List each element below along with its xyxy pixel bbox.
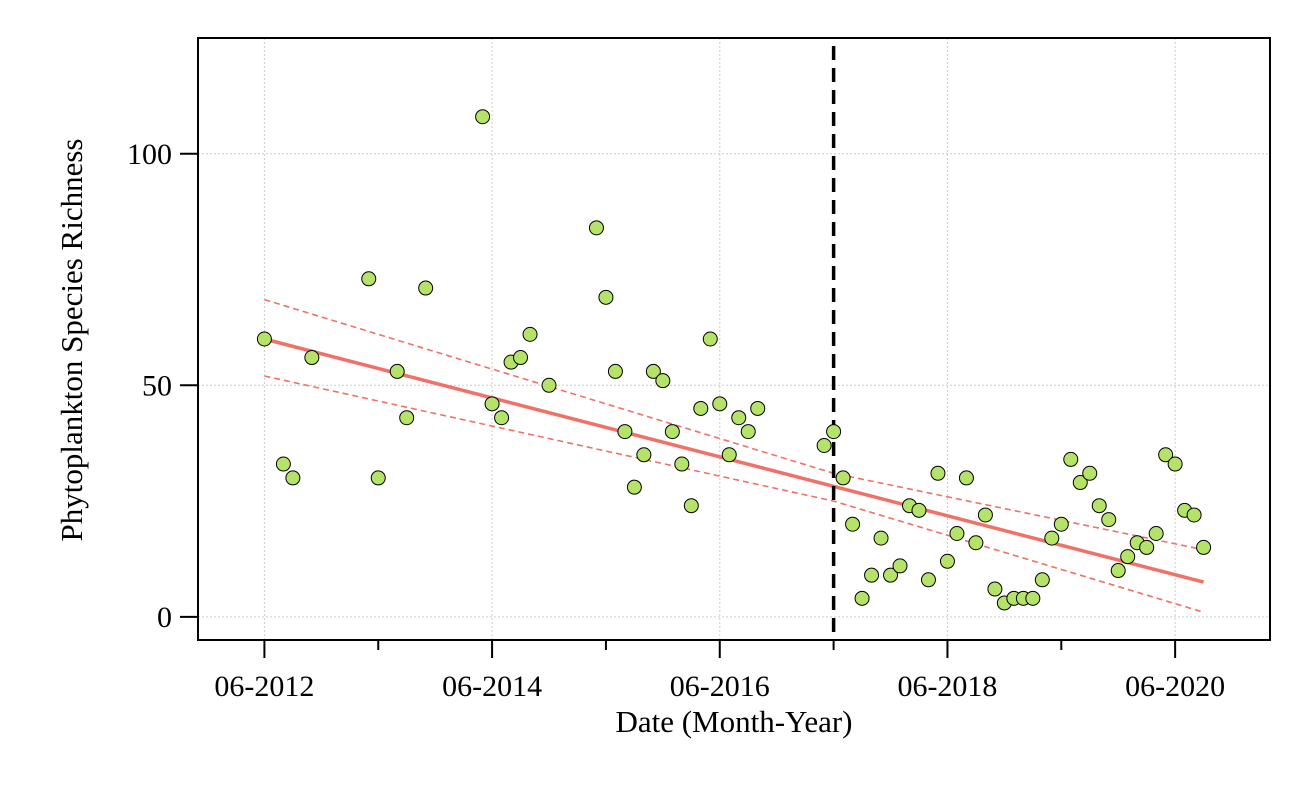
plot-frame xyxy=(197,37,1271,641)
data-point xyxy=(1034,572,1050,588)
data-point xyxy=(617,424,633,440)
data-point xyxy=(418,280,434,296)
data-point xyxy=(1063,451,1079,467)
y-axis-title: Phytoplankton Species Richness xyxy=(54,139,89,542)
data-point xyxy=(864,567,880,583)
x-axis-title: Date (Month-Year) xyxy=(615,704,852,739)
data-point xyxy=(399,410,415,426)
y-tick-label: 50 xyxy=(142,369,172,402)
data-point xyxy=(1167,456,1183,472)
data-point xyxy=(977,507,993,523)
data-point xyxy=(835,470,851,486)
data-points xyxy=(256,109,1212,611)
data-point xyxy=(939,553,955,569)
data-point xyxy=(626,479,642,495)
data-point xyxy=(949,525,965,541)
data-point xyxy=(636,447,652,463)
data-point xyxy=(484,396,500,412)
data-point xyxy=(1044,530,1060,546)
data-point xyxy=(494,410,510,426)
x-axis: 06-2012 06-2014 06-2016 06-2018 06-2020 xyxy=(214,640,1225,703)
y-tick-label: 0 xyxy=(157,601,172,634)
confidence-lower-line xyxy=(264,375,1204,613)
data-point xyxy=(920,572,936,588)
data-point xyxy=(816,438,832,454)
data-point xyxy=(674,456,690,472)
data-point xyxy=(693,400,709,416)
data-point xyxy=(1101,512,1117,528)
data-point xyxy=(304,350,320,366)
data-point xyxy=(1082,465,1098,481)
data-point xyxy=(987,581,1003,597)
data-point xyxy=(1148,525,1164,541)
x-tick-label: 06-2012 xyxy=(214,670,314,703)
data-point xyxy=(958,470,974,486)
data-point xyxy=(826,424,842,440)
data-point xyxy=(389,363,405,379)
data-point xyxy=(1091,498,1107,514)
data-point xyxy=(911,502,927,518)
data-point xyxy=(664,424,680,440)
data-point xyxy=(731,410,747,426)
x-tick-label: 06-2016 xyxy=(670,670,770,703)
y-axis: 0 50 100 xyxy=(127,138,198,634)
data-point xyxy=(1072,475,1088,491)
data-point xyxy=(655,373,671,389)
data-point xyxy=(930,465,946,481)
data-point xyxy=(541,377,557,393)
data-point xyxy=(1110,563,1126,579)
data-point xyxy=(873,530,889,546)
data-point xyxy=(854,590,870,606)
data-point xyxy=(712,396,728,412)
y-tick-label: 100 xyxy=(127,138,172,171)
data-point xyxy=(598,289,614,305)
data-point xyxy=(522,326,538,342)
data-point xyxy=(721,447,737,463)
data-point xyxy=(1025,590,1041,606)
data-point xyxy=(750,400,766,416)
data-point xyxy=(285,470,301,486)
x-tick-label: 06-2020 xyxy=(1125,670,1225,703)
data-point xyxy=(845,516,861,532)
data-point xyxy=(1158,447,1174,463)
data-point xyxy=(740,424,756,440)
data-point xyxy=(1120,549,1136,565)
data-point xyxy=(968,535,984,551)
data-point xyxy=(588,220,604,236)
data-point xyxy=(607,363,623,379)
data-point xyxy=(1196,539,1212,555)
x-tick-label: 06-2014 xyxy=(442,670,542,703)
data-point xyxy=(256,331,272,347)
data-point xyxy=(475,109,491,125)
data-point xyxy=(702,331,718,347)
data-point xyxy=(370,470,386,486)
data-point xyxy=(892,558,908,574)
x-tick-label: 06-2018 xyxy=(897,670,997,703)
data-point xyxy=(645,363,661,379)
grid-lines xyxy=(198,38,1270,640)
data-point xyxy=(361,271,377,287)
data-point xyxy=(1186,507,1202,523)
data-point xyxy=(683,498,699,514)
data-point xyxy=(275,456,291,472)
data-point xyxy=(883,567,899,583)
data-point xyxy=(513,350,529,366)
data-point xyxy=(1139,539,1155,555)
data-point xyxy=(1053,516,1069,532)
